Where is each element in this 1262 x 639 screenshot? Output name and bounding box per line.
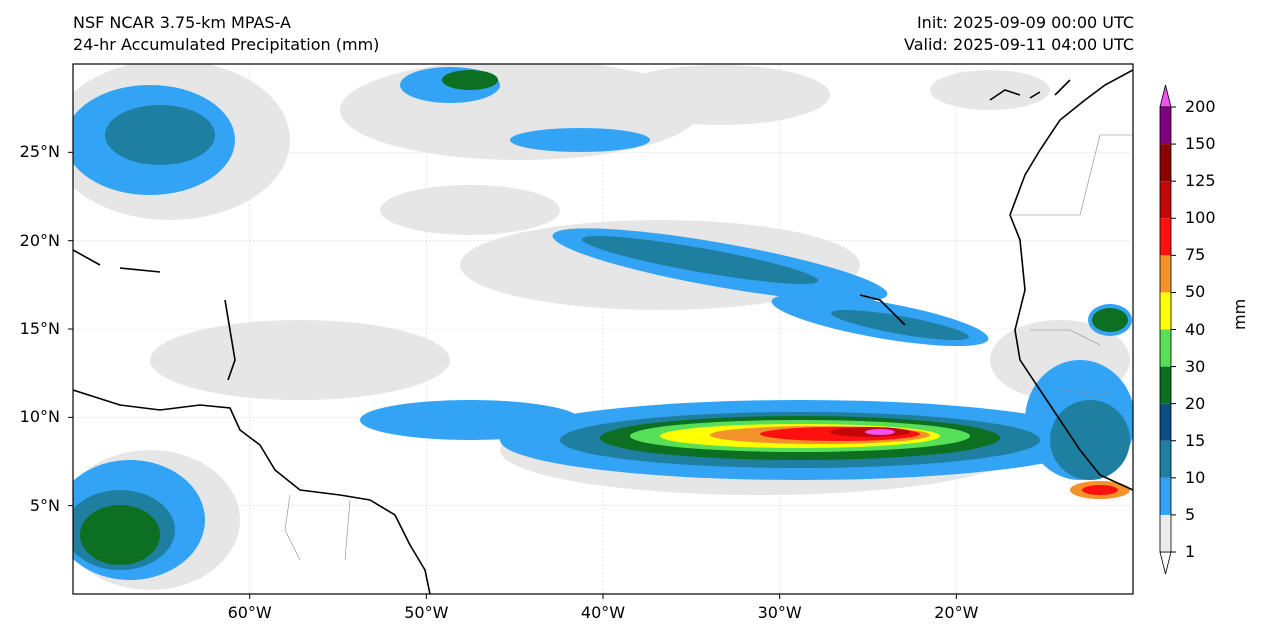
colorbar-level-label: 5 xyxy=(1185,504,1196,524)
colorbar-segment xyxy=(1160,292,1171,330)
colorbar-segment xyxy=(1160,144,1171,182)
precip-75plus-mm xyxy=(760,427,1118,495)
colorbar-level-label: 30 xyxy=(1185,356,1206,376)
lon-tick-label: 50°W xyxy=(404,603,449,622)
lon-tick-label: 40°W xyxy=(580,603,626,622)
colorbar-segment xyxy=(1160,255,1171,293)
colorbar-level-label: 20 xyxy=(1185,393,1206,413)
colorbar-segment xyxy=(1160,366,1171,404)
colorbar-segment xyxy=(1160,514,1171,552)
colorbar xyxy=(1159,84,1176,575)
colorbar-segment xyxy=(1160,403,1171,441)
colorbar-level-label: 100 xyxy=(1185,208,1216,228)
lat-tick-label: 25°N xyxy=(19,142,60,162)
coastlines xyxy=(73,69,1133,594)
colorbar-level-label: 15 xyxy=(1185,430,1206,450)
field-name: 24-hr Accumulated Precipitation (mm) xyxy=(73,35,380,54)
country-borders xyxy=(284,134,1133,561)
lat-tick-label: 15°N xyxy=(19,319,60,338)
lon-tick-label: 20°W xyxy=(934,603,979,622)
model-name: NSF NCAR 3.75-km MPAS-A xyxy=(73,13,291,32)
colorbar-segment xyxy=(1160,107,1171,145)
plot-title-right: Init: 2025-09-09 00:00 UTC Valid: 2025-0… xyxy=(904,12,1134,56)
colorbar-level-label: 40 xyxy=(1185,319,1206,339)
init-time: Init: 2025-09-09 00:00 UTC xyxy=(916,13,1134,32)
colorbar-level-label: 10 xyxy=(1185,467,1206,487)
valid-time: Valid: 2025-09-11 04:00 UTC xyxy=(903,35,1134,54)
lat-tick-label: 10°N xyxy=(19,407,60,427)
colorbar-extend-min xyxy=(1159,551,1172,575)
colorbar-segment xyxy=(1160,477,1171,515)
colorbar-segment xyxy=(1160,181,1171,219)
colorbar-unit: mm xyxy=(1230,298,1249,330)
colorbar-level-label: 200 xyxy=(1185,97,1216,116)
colorbar-level-label: 125 xyxy=(1185,171,1216,191)
colorbar-segment xyxy=(1160,329,1171,367)
colorbar-segment xyxy=(1160,218,1171,256)
colorbar-level-label: 75 xyxy=(1185,245,1206,265)
colorbar-level-label: 1 xyxy=(1185,542,1196,561)
lat-tick-label: 20°N xyxy=(19,230,60,250)
axis-ticks xyxy=(68,151,957,599)
map-area xyxy=(73,64,1133,594)
colorbar-segment xyxy=(1160,440,1171,478)
plot-title-left: NSF NCAR 3.75-km MPAS-A 24-hr Accumulate… xyxy=(73,12,379,56)
lon-tick-label: 60°W xyxy=(227,603,272,622)
colorbar-level-label: 50 xyxy=(1185,282,1206,302)
colorbar-level-label: 150 xyxy=(1185,134,1216,154)
lat-tick-label: 5°N xyxy=(29,495,60,515)
colorbar-extend-max xyxy=(1159,84,1172,108)
lon-tick-label: 30°W xyxy=(757,603,802,622)
